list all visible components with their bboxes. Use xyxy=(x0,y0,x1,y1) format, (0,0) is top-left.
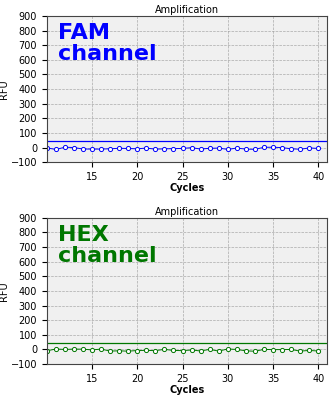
Y-axis label: RFU: RFU xyxy=(0,281,9,301)
X-axis label: Cycles: Cycles xyxy=(169,385,205,395)
Title: Amplification: Amplification xyxy=(155,5,219,15)
Title: Amplification: Amplification xyxy=(155,207,219,217)
X-axis label: Cycles: Cycles xyxy=(169,183,205,193)
Y-axis label: RFU: RFU xyxy=(0,79,9,99)
Text: HEX
channel: HEX channel xyxy=(58,225,157,266)
Text: FAM
channel: FAM channel xyxy=(58,23,157,64)
